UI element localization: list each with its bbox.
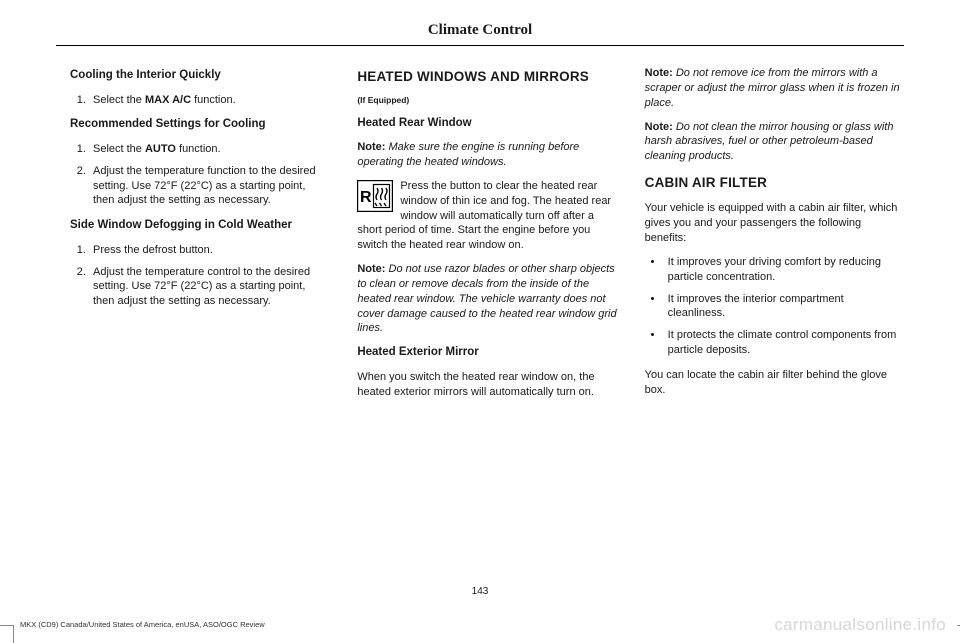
paragraph: You can locate the cabin air filter behi…: [645, 368, 904, 398]
page-number: 143: [0, 586, 960, 597]
note-label: Note:: [645, 121, 673, 133]
icon-paragraph: R Press the button to clear the heated r…: [357, 179, 616, 253]
column-1: Cooling the Interior Quickly Select the …: [70, 66, 329, 409]
heading-heated-rear-window: Heated Rear Window: [357, 116, 616, 132]
list-recommended-cooling: Select the AUTO function. Adjust the tem…: [70, 142, 329, 208]
heading-recommended-cooling: Recommended Settings for Cooling: [70, 117, 329, 133]
footer-meta: MKX (CD9) Canada/United States of Americ…: [20, 620, 265, 629]
bullet-list-benefits: It improves your driving comfort by redu…: [645, 255, 904, 358]
list-item: Press the defrost button.: [89, 243, 329, 258]
icon-para-text: Press the button to clear the heated rea…: [357, 180, 611, 251]
note-paragraph: Note: Do not remove ice from the mirrors…: [645, 66, 904, 111]
heading-cabin-air-filter: CABIN AIR FILTER: [645, 174, 904, 192]
text: function.: [191, 94, 236, 106]
text: function.: [176, 143, 221, 155]
list-side-window-defog: Press the defrost button. Adjust the tem…: [70, 243, 329, 309]
content-columns: Cooling the Interior Quickly Select the …: [0, 46, 960, 409]
page-header: Climate Control: [0, 0, 960, 39]
list-item: It improves your driving comfort by redu…: [664, 255, 904, 285]
heading-heated-exterior-mirror: Heated Exterior Mirror: [357, 345, 616, 361]
text: Select the: [93, 94, 145, 106]
list-item: Select the MAX A/C function.: [89, 93, 329, 108]
column-3: Note: Do not remove ice from the mirrors…: [645, 66, 904, 409]
paragraph: When you switch the heated rear window o…: [357, 370, 616, 400]
heading-heated-windows-mirrors: HEATED WINDOWS AND MIRRORS: [357, 68, 616, 86]
note-label: Note:: [357, 263, 385, 275]
list-item: Select the AUTO function.: [89, 142, 329, 157]
note-label: Note:: [645, 67, 673, 79]
svg-text:R: R: [360, 189, 372, 206]
note-body: Do not use razor blades or other sharp o…: [357, 263, 616, 334]
list-item: Adjust the temperature function to the d…: [89, 164, 329, 209]
list-item: Adjust the temperature control to the de…: [89, 265, 329, 310]
note-body: Make sure the engine is running before o…: [357, 141, 579, 168]
note-paragraph: Note: Make sure the engine is running be…: [357, 140, 616, 170]
column-2: HEATED WINDOWS AND MIRRORS (If Equipped)…: [357, 66, 616, 409]
paragraph: Your vehicle is equipped with a cabin ai…: [645, 201, 904, 246]
note-body: Do not remove ice from the mirrors with …: [645, 67, 900, 109]
rear-defrost-icon: R: [357, 180, 393, 212]
list-item: It protects the climate control componen…: [664, 328, 904, 358]
crop-mark-bl: [0, 625, 14, 643]
note-label: Note:: [357, 141, 385, 153]
if-equipped-label: (If Equipped): [357, 95, 616, 106]
text-bold: MAX A/C: [145, 94, 191, 106]
text-bold: AUTO: [145, 143, 176, 155]
text: Select the: [93, 143, 145, 155]
heading-cooling-quickly: Cooling the Interior Quickly: [70, 68, 329, 84]
watermark: carmanualsonline.info: [774, 615, 946, 635]
note-paragraph: Note: Do not clean the mirror housing or…: [645, 120, 904, 165]
note-body: Do not clean the mirror housing or glass…: [645, 121, 894, 163]
list-item: It improves the interior compartment cle…: [664, 292, 904, 322]
heading-side-window-defog: Side Window Defogging in Cold Weather: [70, 218, 329, 234]
note-paragraph: Note: Do not use razor blades or other s…: [357, 262, 616, 336]
list-cooling-quickly: Select the MAX A/C function.: [70, 93, 329, 108]
